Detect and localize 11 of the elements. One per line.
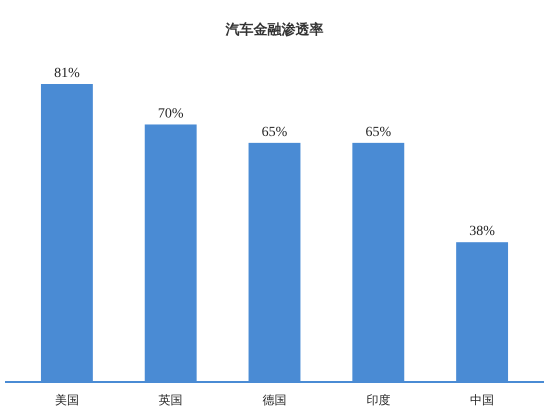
x-tick-label: 中国 [470,393,494,407]
data-label: 65% [262,124,288,140]
x-tick-label: 美国 [54,393,79,407]
x-tick-label: 印度 [366,393,390,407]
data-label: 38% [469,224,496,240]
data-label: 65% [365,124,392,140]
x-tick-label: 英国 [158,393,183,407]
chart-title: 汽车金融渗透率 [224,21,324,38]
x-tick-label: 德国 [262,393,286,407]
data-label: 81% [54,66,80,81]
data-label: 70% [158,106,184,122]
